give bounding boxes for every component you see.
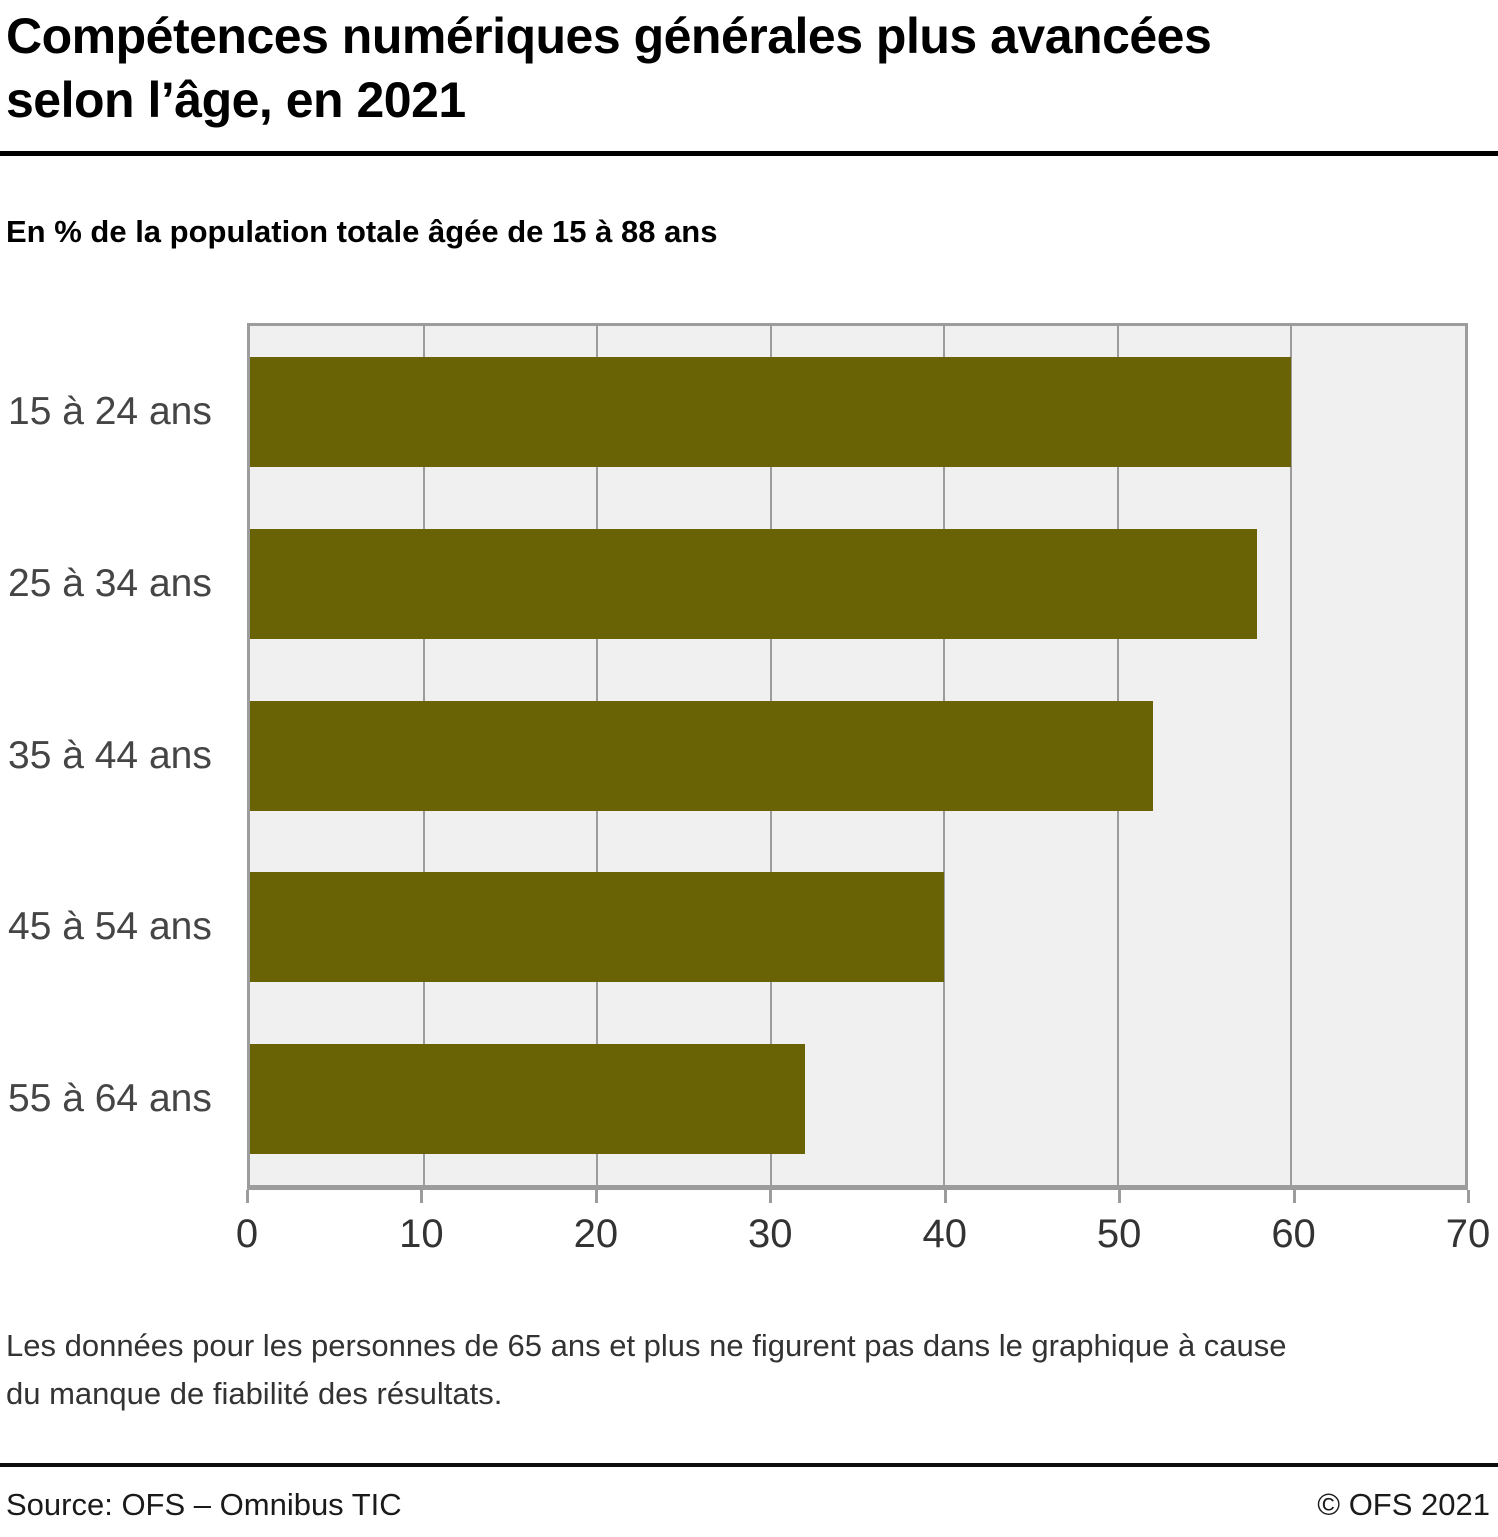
x-tick xyxy=(943,1190,947,1203)
chart-footnote: Les données pour les personnes de 65 ans… xyxy=(6,1322,1287,1418)
x-tick-label: 60 xyxy=(1271,1212,1316,1256)
gridline-60 xyxy=(1290,326,1293,1185)
x-tick xyxy=(1118,1190,1122,1203)
footnote-line-2: du manque de fiabilité des résultats. xyxy=(6,1376,503,1412)
chart-subtitle: En % de la population totale âgée de 15 … xyxy=(6,214,718,249)
x-tick-label: 30 xyxy=(748,1212,793,1256)
title-divider xyxy=(0,151,1498,156)
x-tick-label: 0 xyxy=(235,1212,259,1256)
x-tick-label: 40 xyxy=(922,1212,967,1256)
x-tick-label: 50 xyxy=(1096,1212,1142,1256)
bar-15-à-24-ans xyxy=(250,356,1292,467)
category-label: 15 à 24 ans xyxy=(8,389,212,433)
x-tick xyxy=(1292,1190,1296,1203)
x-tick xyxy=(1467,1190,1470,1203)
x-tick-label: 10 xyxy=(399,1212,444,1256)
x-tick xyxy=(594,1190,598,1203)
x-tick-label: 70 xyxy=(1445,1212,1491,1256)
bar-25-à-34-ans xyxy=(250,528,1257,639)
source-label: Source: OFS – Omnibus TIC xyxy=(6,1487,402,1522)
bar-35-à-44-ans xyxy=(250,700,1153,811)
category-label: 55 à 64 ans xyxy=(8,1077,212,1121)
plot-area xyxy=(247,323,1468,1190)
y-axis-category-labels: 15 à 24 ans 25 à 34 ans 35 à 44 ans 45 à 54… xyxy=(6,326,244,1185)
x-tick xyxy=(769,1190,773,1203)
bar-55-à-64-ans xyxy=(250,1044,806,1155)
bar-45-à-54-ans xyxy=(250,872,945,983)
category-label: 25 à 34 ans xyxy=(8,561,212,605)
page-title-line-2: selon l’âge, en 2021 xyxy=(6,72,466,128)
x-tick xyxy=(420,1190,424,1203)
x-tick-label: 20 xyxy=(573,1212,619,1256)
chart-footer: Source: OFS – Omnibus TIC © OFS 2021 xyxy=(6,1487,1490,1523)
page-title: Compétences numériques générales plus av… xyxy=(6,4,1212,132)
category-label: 45 à 54 ans xyxy=(8,905,212,949)
x-axis-ticks xyxy=(246,1190,1470,1204)
copyright-label: © OFS 2021 xyxy=(1317,1487,1490,1522)
footer-divider xyxy=(0,1463,1498,1467)
page-title-line-1: Compétences numériques générales plus av… xyxy=(6,8,1212,64)
x-axis-tick-labels: 0 10 20 30 40 50 60 70 xyxy=(236,1212,1490,1268)
category-label: 35 à 44 ans xyxy=(8,733,212,777)
footnote-line-1: Les données pour les personnes de 65 ans… xyxy=(6,1328,1287,1363)
x-tick xyxy=(246,1190,249,1203)
